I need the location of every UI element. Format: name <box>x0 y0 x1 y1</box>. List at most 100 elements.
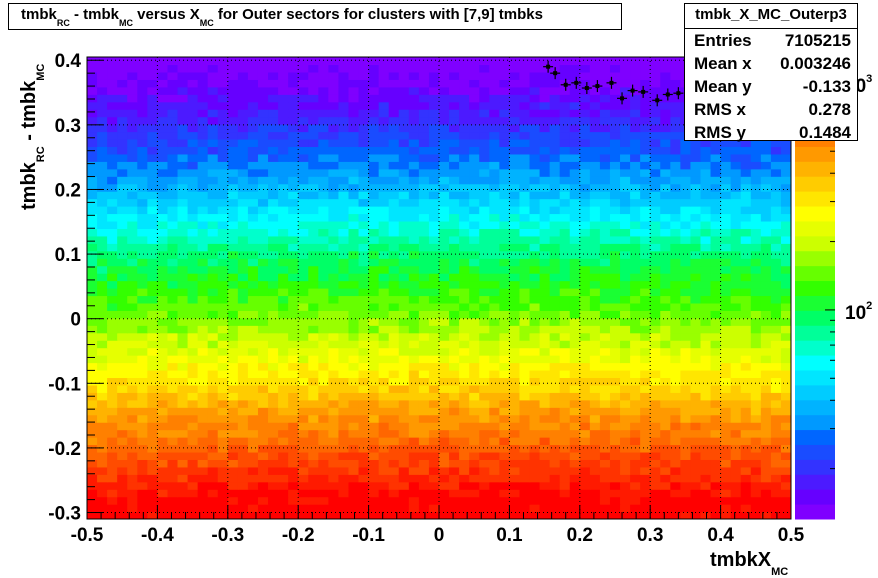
heatmap-bin <box>348 206 360 215</box>
heatmap-bin <box>529 407 541 416</box>
heatmap-bin <box>318 168 329 177</box>
heatmap-bin <box>408 116 420 125</box>
heatmap-bin <box>750 288 762 297</box>
heatmap-bin <box>720 228 732 237</box>
heatmap-bin <box>237 94 249 103</box>
heatmap-bin <box>288 131 299 140</box>
heatmap-bin <box>680 302 692 311</box>
heatmap-bin <box>499 153 510 162</box>
heatmap-bin <box>298 198 309 207</box>
heatmap-bin <box>449 265 460 274</box>
heatmap-bin <box>278 369 289 379</box>
heatmap-bin <box>388 444 400 453</box>
heatmap-bin <box>780 295 791 304</box>
heatmap-bin <box>87 109 98 118</box>
heatmap-bin <box>167 228 179 237</box>
heatmap-bin <box>398 377 410 386</box>
heatmap-bin <box>177 459 189 468</box>
heatmap-bin <box>117 131 128 140</box>
heatmap-bin <box>87 437 98 446</box>
heatmap-bin <box>780 302 791 311</box>
heatmap-bin <box>298 466 309 475</box>
heatmap-bin <box>529 101 541 110</box>
heatmap-bin <box>730 459 742 468</box>
heatmap-bin <box>599 64 611 73</box>
heatmap-bin <box>509 265 521 274</box>
heatmap-bin <box>268 124 279 133</box>
heatmap-bin <box>328 355 340 364</box>
heatmap-bin <box>368 138 380 148</box>
heatmap-bin <box>197 64 209 73</box>
heatmap-bin <box>137 228 148 237</box>
heatmap-bin <box>328 437 340 446</box>
heatmap-bin <box>388 243 400 252</box>
heatmap-bin <box>620 451 631 460</box>
heatmap-bin <box>469 243 480 252</box>
heatmap-bin <box>710 146 722 155</box>
heatmap-bin <box>559 153 571 162</box>
heatmap-bin <box>650 153 661 162</box>
heatmap-bin <box>368 414 380 423</box>
heatmap-bin <box>509 466 521 475</box>
heatmap-bin <box>378 489 390 498</box>
heatmap-bin <box>660 153 671 162</box>
heatmap-bin <box>730 362 742 371</box>
heatmap-bin <box>549 340 561 349</box>
heatmap-bin <box>509 71 521 80</box>
heatmap-bin <box>710 168 722 177</box>
heatmap-bin <box>770 153 782 162</box>
heatmap-bin <box>388 437 400 446</box>
heatmap-bin <box>107 429 118 438</box>
heatmap-bin <box>408 138 420 148</box>
heatmap-bin <box>730 161 742 170</box>
heatmap-bin <box>730 474 742 483</box>
heatmap-bin <box>288 295 299 304</box>
heatmap-bin <box>257 220 269 229</box>
heatmap-bin <box>660 317 671 326</box>
heatmap-bin <box>760 377 772 386</box>
heatmap-bin <box>519 258 531 267</box>
heatmap-bin <box>428 153 440 162</box>
heatmap-bin <box>378 302 390 311</box>
heatmap-bin <box>117 399 128 408</box>
heatmap-bin <box>298 474 309 483</box>
heatmap-bin <box>237 161 249 170</box>
heatmap-bin <box>207 414 219 423</box>
heatmap-bin <box>328 474 340 483</box>
heatmap-bin <box>599 504 611 513</box>
heatmap-bin <box>529 71 541 80</box>
heatmap-bin <box>348 86 360 95</box>
heatmap-bin <box>368 474 380 483</box>
heatmap-bin <box>368 325 380 334</box>
heatmap-bin <box>107 504 118 513</box>
heatmap-bin <box>227 496 239 505</box>
heatmap-bin <box>348 235 360 244</box>
heatmap-bin <box>479 168 490 177</box>
heatmap-bin <box>207 481 219 490</box>
heatmap-bin <box>278 258 289 267</box>
heatmap-bin <box>489 481 500 490</box>
heatmap-bin <box>660 183 671 192</box>
heatmap-bin <box>569 116 581 125</box>
heatmap-bin <box>650 451 661 460</box>
heatmap-bin <box>328 369 340 379</box>
heatmap-bin <box>137 295 148 304</box>
heatmap-bin <box>388 466 400 475</box>
heatmap-bin <box>589 310 601 319</box>
heatmap-bin <box>247 109 259 118</box>
heatmap-bin <box>539 481 551 490</box>
heatmap-bin <box>328 347 340 356</box>
heatmap-bin <box>439 496 450 505</box>
stats-label: Mean x <box>694 54 752 73</box>
heatmap-bin <box>197 168 209 177</box>
heatmap-bin <box>630 183 641 192</box>
heatmap-bin <box>237 295 249 304</box>
heatmap-bin <box>660 504 671 513</box>
heatmap-bin <box>680 437 692 446</box>
heatmap-bin <box>509 146 521 155</box>
heatmap-bin <box>298 437 309 446</box>
heatmap-bin <box>348 273 360 282</box>
heatmap-bin <box>559 213 571 222</box>
heatmap-bin <box>338 288 350 297</box>
heatmap-bin <box>268 392 279 401</box>
